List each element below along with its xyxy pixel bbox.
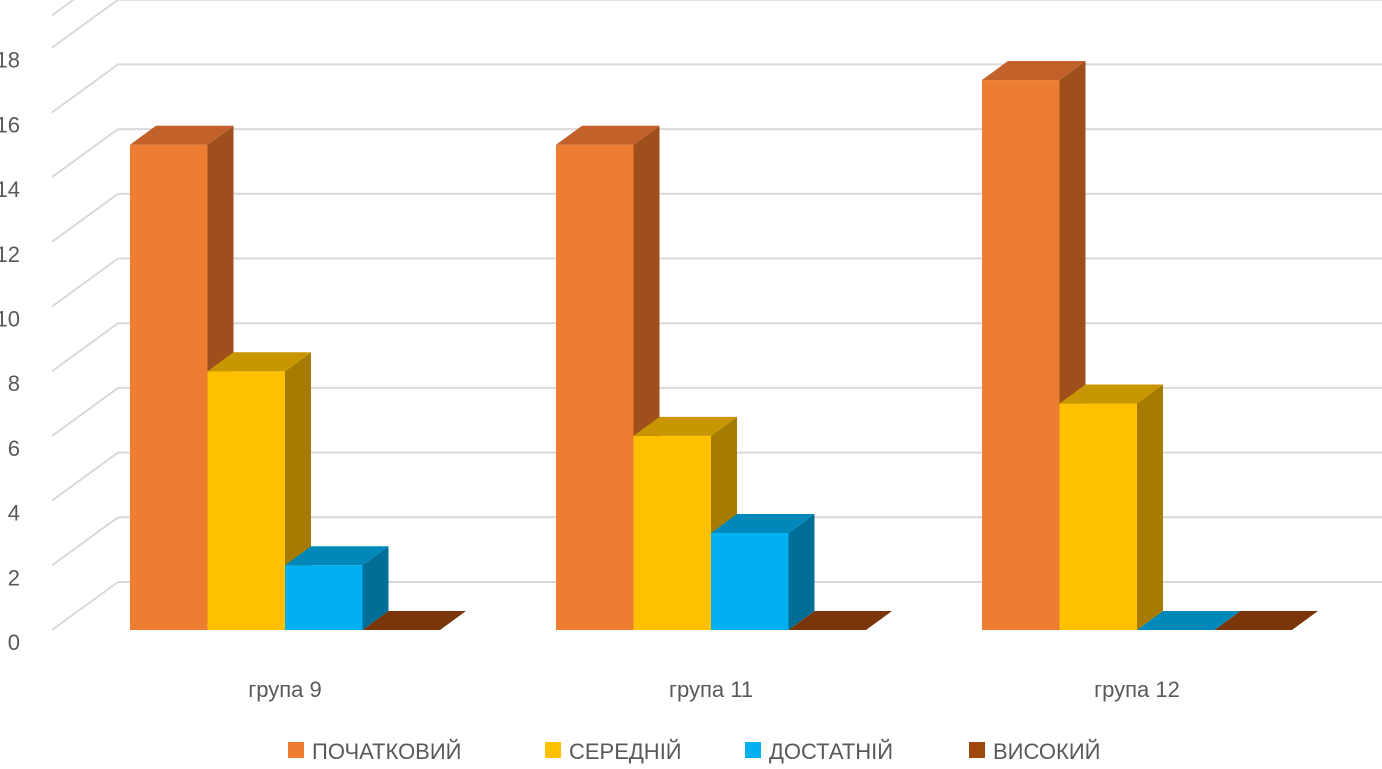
y-tick-label: 0 — [8, 630, 20, 655]
gridline-diagonal — [51, 257, 119, 308]
legend-label: ПОЧАТКОВИЙ — [312, 739, 461, 764]
legend-item: ПОЧАТКОВИЙ — [288, 739, 461, 764]
bar — [1214, 611, 1318, 630]
bar-side — [1137, 384, 1163, 630]
x-axis-categories: група 9 група 11 група 12 — [248, 677, 1180, 702]
bar-top — [788, 611, 892, 630]
bar-side — [788, 513, 815, 630]
bar-front — [711, 532, 789, 630]
bar-top — [982, 61, 1086, 81]
bar-front — [285, 565, 363, 630]
legend-swatch — [745, 742, 761, 758]
gridline-diagonal — [51, 0, 75, 17]
gridline-diagonal — [51, 0, 119, 49]
bar — [711, 513, 815, 630]
category-label: група 9 — [248, 677, 322, 702]
bar-side — [362, 546, 389, 630]
legend-swatch — [969, 742, 985, 758]
y-tick-label: 10 — [0, 307, 20, 332]
bar — [788, 611, 892, 630]
gridline-diagonal — [51, 192, 119, 243]
legend-label: ВИСОКИЙ — [993, 739, 1100, 764]
legend-swatch — [288, 742, 304, 758]
y-tick-label: 6 — [8, 436, 20, 461]
bar-front — [130, 144, 208, 630]
bars — [130, 61, 1318, 631]
y-axis-ticks: 0 2 4 6 8 10 12 14 16 18 — [0, 48, 20, 655]
category-label: група 11 — [669, 677, 753, 702]
gridlines — [51, 0, 1382, 631]
y-tick-label: 4 — [8, 501, 20, 526]
gridline-diagonal — [51, 451, 119, 502]
bar-front — [982, 80, 1060, 631]
legend-label: ДОСТАТНІЙ — [769, 739, 893, 764]
bar-front — [1059, 403, 1137, 630]
bar-top — [711, 513, 815, 533]
y-tick-label: 14 — [0, 177, 20, 202]
bar — [1059, 384, 1163, 630]
bar-front — [207, 371, 285, 630]
legend-label: СЕРЕДНІЙ — [569, 739, 682, 764]
legend-item: СЕРЕДНІЙ — [545, 739, 682, 764]
y-tick-label: 16 — [0, 112, 20, 137]
y-tick-label: 12 — [0, 242, 20, 267]
bar-top — [285, 546, 389, 566]
category-label: група 12 — [1094, 677, 1180, 702]
y-tick-label: 2 — [8, 565, 20, 590]
bar-front — [633, 435, 711, 630]
legend: ПОЧАТКОВИЙ СЕРЕДНІЙ ДОСТАТНІЙ ВИСОКИЙ — [288, 739, 1100, 764]
bar — [130, 125, 234, 630]
bar-top — [130, 125, 234, 145]
legend-swatch — [545, 742, 561, 758]
legend-item: ДОСТАТНІЙ — [745, 739, 893, 764]
bar-top — [207, 352, 311, 372]
bar — [362, 611, 466, 630]
legend-item: ВИСОКИЙ — [969, 739, 1100, 764]
bar-top — [633, 416, 737, 436]
bar-front — [556, 144, 634, 630]
bar — [285, 546, 389, 630]
gridline-diagonal — [51, 322, 119, 373]
gridline-diagonal — [51, 387, 119, 437]
gridline-diagonal — [51, 63, 119, 114]
bar-top — [362, 611, 466, 630]
bar-top — [1214, 611, 1318, 630]
gridline-diagonal — [51, 581, 119, 631]
bar-top — [1137, 611, 1241, 630]
bar-top — [556, 125, 660, 145]
y-tick-label: 8 — [8, 371, 20, 396]
y-tick-label: 18 — [0, 48, 20, 73]
bar — [1137, 611, 1241, 630]
bar-top — [1059, 384, 1163, 404]
gridline-diagonal — [51, 128, 119, 178]
gridline-diagonal — [51, 516, 119, 567]
